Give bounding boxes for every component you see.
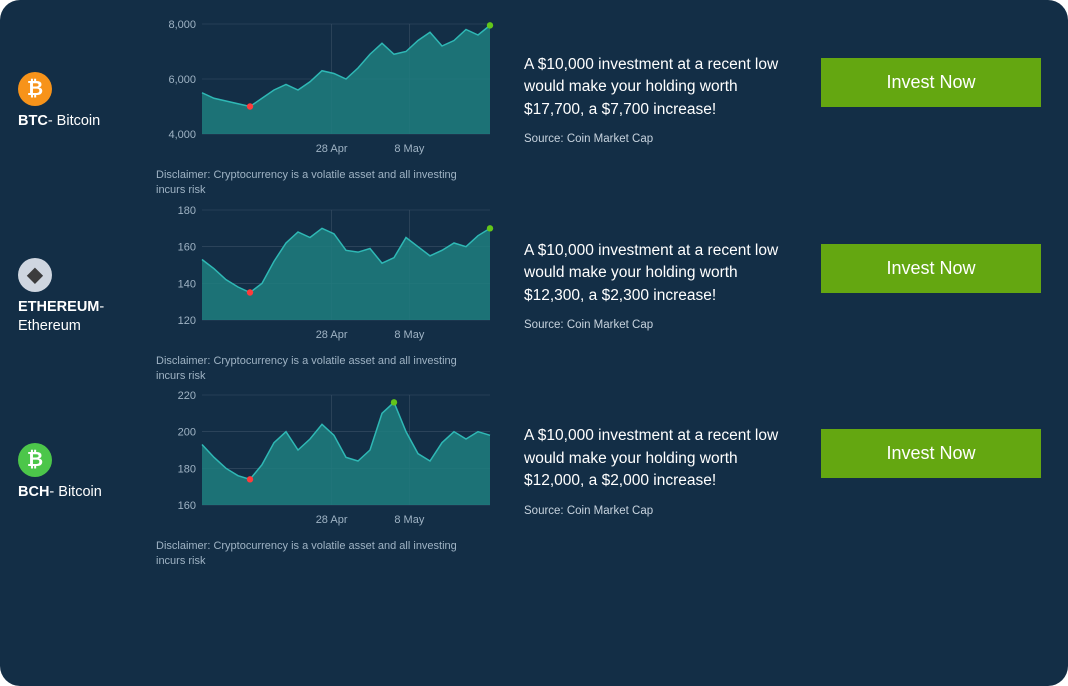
coin-name: - Bitcoin — [48, 113, 100, 129]
pitch-text: A $10,000 investment at a recent low wou… — [524, 240, 796, 307]
coin-column: ₿ BCH- Bitcoin — [18, 389, 148, 502]
source-text: Source: Coin Market Cap — [524, 505, 796, 517]
svg-text:8 May: 8 May — [394, 143, 424, 155]
bch-chart: 160 180 200 220 28 Apr 8 May — [156, 389, 496, 529]
svg-text:180: 180 — [178, 464, 196, 476]
pitch-column: A $10,000 investment at a recent low wou… — [524, 18, 804, 145]
coin-symbol: BCH — [18, 484, 49, 500]
coin-symbol: ETHEREUM — [18, 299, 99, 315]
disclaimer-text: Disclaimer: Cryptocurrency is a volatile… — [156, 168, 486, 198]
svg-text:160: 160 — [178, 500, 196, 512]
pitch-text: A $10,000 investment at a recent low wou… — [524, 425, 796, 492]
invest-now-button[interactable]: Invest Now — [821, 244, 1041, 293]
coin-label: BTC- Bitcoin — [18, 112, 100, 131]
coin-column: ₿ BTC- Bitcoin — [18, 18, 148, 131]
eth-chart: 120 140 160 180 28 Apr 8 May — [156, 204, 496, 344]
svg-text:28 Apr: 28 Apr — [316, 329, 348, 341]
svg-text:8 May: 8 May — [394, 329, 424, 341]
crypto-panel: ₿BTC- Bitcoin4,0006,0008,00028 Apr8 MayD… — [0, 0, 1068, 686]
invest-now-button[interactable]: Invest Now — [821, 429, 1041, 478]
button-column: Invest Now — [812, 18, 1050, 107]
pitch-column: A $10,000 investment at a recent low wou… — [524, 389, 804, 516]
coin-label: BCH- Bitcoin — [18, 483, 102, 502]
svg-text:220: 220 — [178, 390, 196, 402]
svg-text:6,000: 6,000 — [168, 74, 196, 86]
bch-icon: ₿ — [18, 443, 52, 477]
svg-text:160: 160 — [178, 241, 196, 253]
button-column: Invest Now — [812, 389, 1050, 478]
svg-text:28 Apr: 28 Apr — [316, 514, 348, 526]
coin-column: ◆ ETHEREUM- Ethereum — [18, 204, 148, 336]
eth-icon: ◆ — [18, 258, 52, 292]
invest-now-button[interactable]: Invest Now — [821, 58, 1041, 107]
svg-text:8 May: 8 May — [394, 514, 424, 526]
pitch-column: A $10,000 investment at a recent low wou… — [524, 204, 804, 331]
svg-text:8,000: 8,000 — [168, 19, 196, 31]
pitch-text: A $10,000 investment at a recent low wou… — [524, 54, 796, 121]
source-text: Source: Coin Market Cap — [524, 319, 796, 331]
svg-text:200: 200 — [178, 427, 196, 439]
coin-row-btc: ₿ BTC- Bitcoin 4,000 6,000 8,000 28 Apr 8 May D… — [18, 18, 1050, 198]
btc-chart: 4,000 6,000 8,000 28 Apr 8 May — [156, 18, 496, 158]
coin-symbol: BTC — [18, 113, 48, 129]
svg-text:28 Apr: 28 Apr — [316, 143, 348, 155]
svg-text:180: 180 — [178, 205, 196, 217]
chart-column: 120 140 160 180 28 Apr 8 May Disclaimer: Crypt… — [156, 204, 516, 384]
svg-text:140: 140 — [178, 278, 196, 290]
coin-row-bch: ₿ BCH- Bitcoin 160 180 200 220 28 Apr 8 May Disc… — [18, 389, 1050, 569]
disclaimer-text: Disclaimer: Cryptocurrency is a volatile… — [156, 354, 486, 384]
button-column: Invest Now — [812, 204, 1050, 293]
svg-text:4,000: 4,000 — [168, 129, 196, 141]
chart-column: 4,000 6,000 8,000 28 Apr 8 May Disclaimer: Cr… — [156, 18, 516, 198]
btc-icon: ₿ — [18, 72, 52, 106]
coin-label: ETHEREUM- Ethereum — [18, 298, 148, 336]
coin-row-eth: ◆ ETHEREUM- Ethereum 120 140 160 180 28 Apr 8 M… — [18, 204, 1050, 384]
disclaimer-text: Disclaimer: Cryptocurrency is a volatile… — [156, 539, 486, 569]
source-text: Source: Coin Market Cap — [524, 133, 796, 145]
coin-name: - Bitcoin — [49, 484, 101, 500]
svg-text:120: 120 — [178, 315, 196, 327]
chart-column: 160 180 200 220 28 Apr 8 May Disclaimer: Crypt… — [156, 389, 516, 569]
